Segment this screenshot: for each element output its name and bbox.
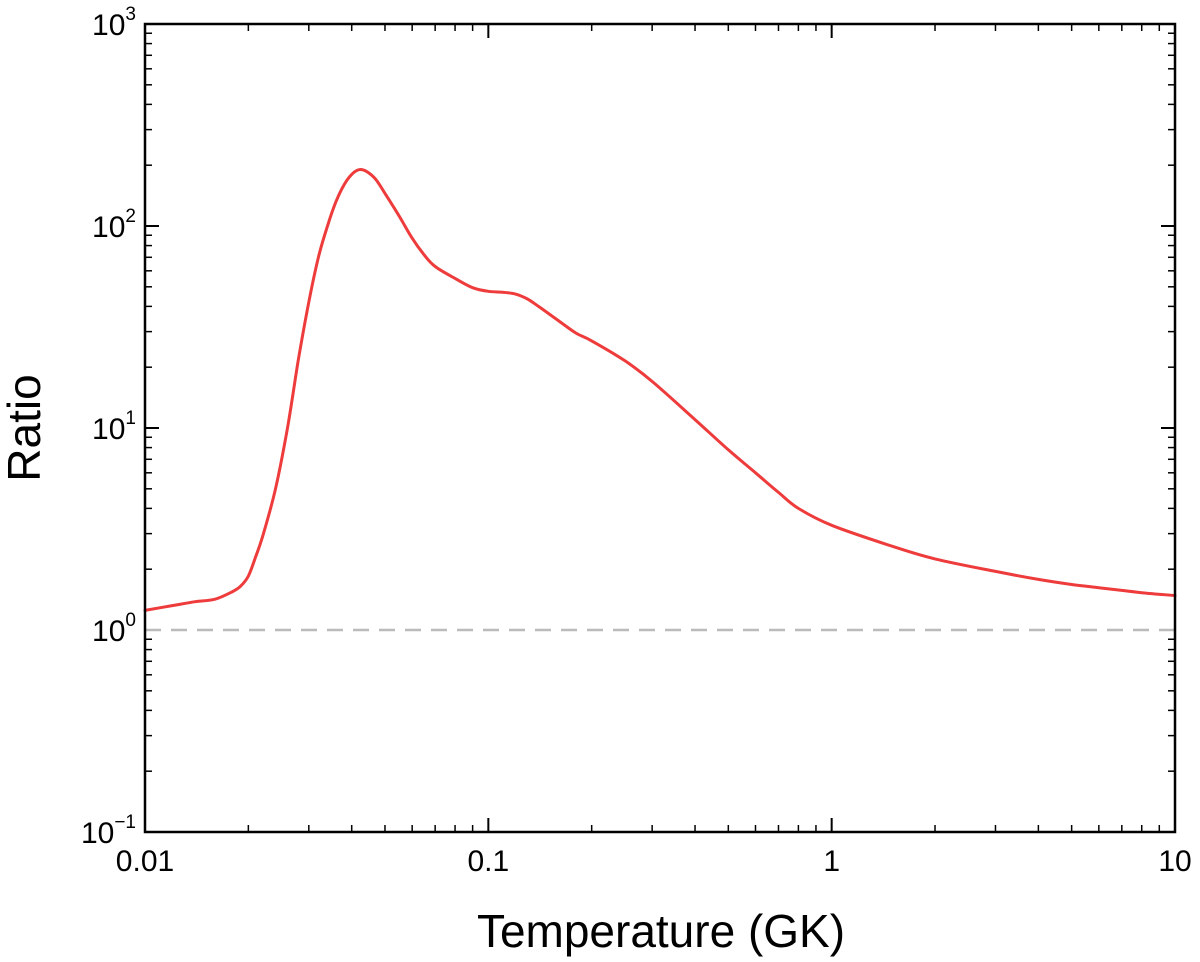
ratio-curve — [143, 167, 1177, 612]
y-tick-label: 101 — [92, 408, 136, 446]
y-tick-label: 103 — [92, 4, 136, 42]
x-tick-label: 1 — [823, 845, 840, 878]
minor-ticks — [145, 24, 1175, 832]
plot-frame — [143, 22, 1177, 834]
y-axis-label: Ratio — [0, 374, 50, 481]
x-tick-label: 0.01 — [116, 845, 174, 878]
y-tick-labels: 10−1 100 101 102 103 — [81, 4, 136, 850]
major-ticks — [144, 23, 1176, 833]
y-tick-label: 102 — [92, 206, 136, 244]
x-tick-label: 0.1 — [467, 845, 509, 878]
x-axis-label: Temperature (GK) — [477, 905, 845, 957]
x-tick-labels: 0.01 0.1 1 10 — [116, 845, 1192, 878]
x-tick-label: 10 — [1158, 845, 1191, 878]
y-tick-label: 10−1 — [81, 812, 136, 850]
y-tick-label: 100 — [92, 610, 136, 648]
